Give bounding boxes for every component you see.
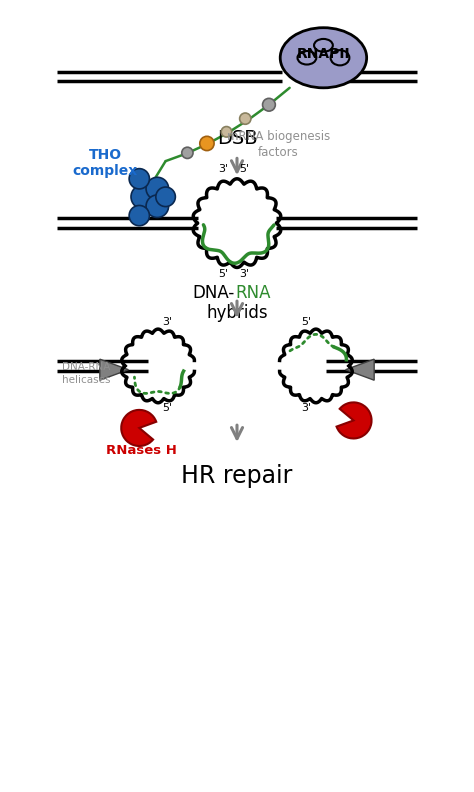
Text: RNAPII: RNAPII	[297, 47, 350, 61]
Text: THO
complex: THO complex	[73, 148, 138, 178]
Circle shape	[146, 177, 169, 200]
Text: 3': 3'	[239, 269, 249, 280]
Circle shape	[240, 113, 251, 124]
Ellipse shape	[280, 28, 367, 88]
Wedge shape	[337, 402, 372, 439]
Ellipse shape	[330, 50, 349, 66]
Wedge shape	[121, 410, 156, 446]
Text: RNA: RNA	[235, 284, 271, 303]
Polygon shape	[346, 359, 374, 380]
Text: mRNA biogenesis
factors: mRNA biogenesis factors	[227, 130, 330, 158]
Text: DNA-: DNA-	[193, 284, 235, 303]
Circle shape	[156, 187, 175, 207]
Ellipse shape	[314, 39, 333, 51]
Ellipse shape	[298, 51, 316, 64]
Text: DNA-RNA
helicases: DNA-RNA helicases	[63, 362, 111, 385]
Text: 5': 5'	[163, 403, 173, 413]
Circle shape	[129, 169, 149, 189]
Text: 3': 3'	[301, 403, 311, 413]
Circle shape	[221, 127, 232, 137]
Text: RNases H: RNases H	[106, 444, 177, 457]
Circle shape	[200, 136, 214, 150]
Text: DSB: DSB	[217, 129, 257, 148]
Text: 5': 5'	[301, 318, 311, 327]
Circle shape	[129, 205, 149, 226]
Circle shape	[146, 195, 169, 218]
Polygon shape	[100, 359, 128, 380]
Circle shape	[131, 185, 155, 209]
Text: 3': 3'	[163, 318, 173, 327]
Text: HR repair: HR repair	[182, 463, 292, 488]
Text: 5': 5'	[239, 164, 249, 174]
Text: 3': 3'	[219, 164, 229, 174]
Circle shape	[182, 147, 193, 158]
Circle shape	[263, 98, 275, 111]
Text: hybrids: hybrids	[206, 304, 268, 322]
Text: 5': 5'	[219, 269, 229, 280]
